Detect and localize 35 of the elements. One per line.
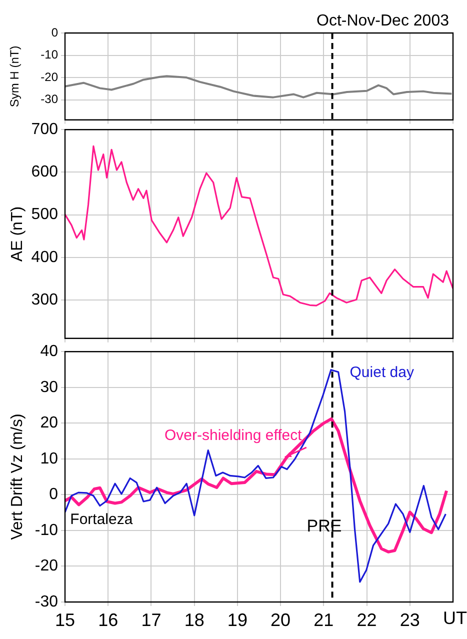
x-tick-label: 17 <box>141 610 162 630</box>
y-tick-label: -30 <box>40 92 58 106</box>
y-tick-label: 40 <box>40 343 58 360</box>
y-tick-label: -20 <box>34 558 58 575</box>
y-tick-label: 20 <box>40 414 58 432</box>
y-tick-label: 500 <box>31 206 58 224</box>
y-tick-label: 30 <box>40 378 58 396</box>
x-tick-label: 21 <box>314 610 334 630</box>
x-tick-label: 15 <box>54 610 76 630</box>
x-tick-label: 16 <box>98 610 118 630</box>
x-axis-title: UT <box>443 608 467 628</box>
y-axis-title: AE (nT) <box>9 206 26 262</box>
x-tick-label: 23 <box>400 610 420 630</box>
ref-line-label: PRE <box>306 516 342 536</box>
annotation: Fortaleza <box>70 510 134 528</box>
y-tick-label: -30 <box>34 593 58 610</box>
y-tick-label: -10 <box>40 48 58 62</box>
y-axis-title: Sym H (nT) <box>8 46 22 108</box>
x-tick-label: 18 <box>184 610 204 630</box>
y-tick-label: 700 <box>31 121 58 138</box>
chart-title: Oct-Nov-Dec 2003 <box>316 12 450 30</box>
x-tick-label: 22 <box>356 610 377 630</box>
y-tick-label: -20 <box>40 70 58 84</box>
y-tick-label: -10 <box>34 522 58 539</box>
y-axis-title: Vert Drift Vz (m/s) <box>9 414 26 540</box>
y-tick-label: 300 <box>31 291 58 308</box>
series-label: Over-shielding effect <box>164 426 303 444</box>
x-tick-label: 20 <box>270 610 291 630</box>
series-label: Quiet day <box>350 364 414 382</box>
x-tick-label: 19 <box>227 610 248 630</box>
y-tick-label: 600 <box>31 164 58 181</box>
y-tick-label: 0 <box>51 25 58 40</box>
y-tick-label: 10 <box>40 450 58 468</box>
y-tick-label: 400 <box>31 248 58 266</box>
y-tick-label: 0 <box>49 486 58 504</box>
